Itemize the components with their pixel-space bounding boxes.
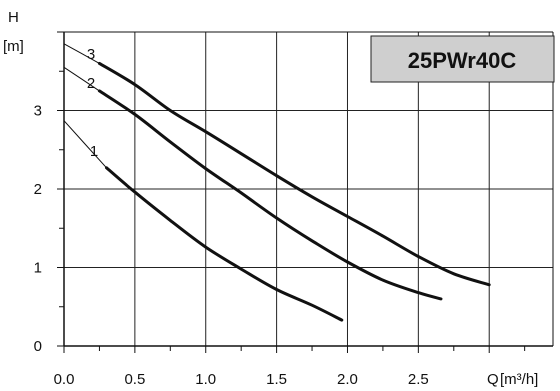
x-axis-label: Q — [487, 371, 499, 388]
y-axis-label: H — [8, 9, 19, 26]
title-box: 25PWr40C — [370, 35, 555, 83]
title-box-background — [370, 35, 555, 83]
curve-2 — [97, 89, 443, 301]
y-tick-label: 3 — [34, 103, 42, 120]
plot-frame — [63, 31, 554, 347]
curve-label-1: 1 — [90, 143, 98, 160]
curve-1-leader — [63, 120, 107, 169]
curve-3 — [97, 61, 491, 287]
y-tick-label: 0 — [34, 338, 42, 355]
y-tick-label: 1 — [34, 260, 42, 277]
curve-label-2: 2 — [87, 75, 95, 92]
x-tick-label: 1.0 — [195, 371, 216, 388]
curve-1 — [105, 166, 344, 322]
curve-labels: 1 2 3 — [87, 46, 98, 160]
axis-tick-labels: 0.0 0.5 1.0 1.5 2.0 2.5 0 1 2 3 — [34, 103, 429, 389]
y-axis-unit: [m] — [3, 38, 24, 55]
curve-label-3: 3 — [87, 46, 95, 63]
x-axis-unit: [m³/h] — [500, 371, 538, 388]
y-tick-label: 2 — [34, 181, 42, 198]
x-tick-label: 2.0 — [337, 371, 358, 388]
curve-3-leader — [63, 43, 100, 64]
curve-2-leader — [63, 66, 100, 92]
x-tick-label: 1.5 — [266, 371, 287, 388]
x-tick-label: 2.5 — [408, 371, 429, 388]
chart-title: 25PWr40C — [408, 48, 517, 73]
grid-lines — [64, 32, 553, 346]
x-tick-label: 0.5 — [124, 371, 145, 388]
curves — [63, 43, 491, 322]
x-tick-label: 0.0 — [54, 371, 75, 388]
axis-ticks — [57, 31, 526, 353]
